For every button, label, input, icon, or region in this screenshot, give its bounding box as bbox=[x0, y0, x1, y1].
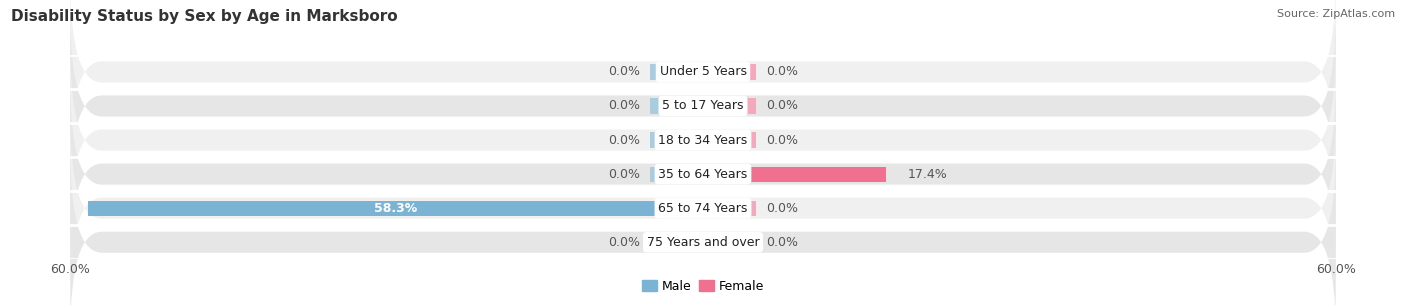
Bar bbox=[650, 235, 703, 250]
Text: 0.0%: 0.0% bbox=[607, 168, 640, 181]
Bar bbox=[650, 167, 703, 182]
FancyBboxPatch shape bbox=[70, 151, 1336, 305]
Text: 5 to 17 Years: 5 to 17 Years bbox=[662, 99, 744, 113]
Bar bbox=[703, 201, 756, 216]
Bar bbox=[650, 64, 703, 80]
Bar bbox=[703, 64, 756, 80]
Bar bbox=[703, 132, 756, 148]
Text: 0.0%: 0.0% bbox=[607, 66, 640, 78]
Bar bbox=[703, 167, 886, 182]
FancyBboxPatch shape bbox=[70, 14, 1336, 198]
Text: 0.0%: 0.0% bbox=[766, 66, 799, 78]
FancyBboxPatch shape bbox=[70, 82, 1336, 266]
Text: Under 5 Years: Under 5 Years bbox=[659, 66, 747, 78]
Bar bbox=[703, 99, 756, 113]
Text: 0.0%: 0.0% bbox=[766, 202, 799, 215]
FancyBboxPatch shape bbox=[70, 0, 1336, 163]
Text: 0.0%: 0.0% bbox=[607, 99, 640, 113]
Bar bbox=[650, 132, 703, 148]
Text: 0.0%: 0.0% bbox=[607, 236, 640, 249]
Text: 0.0%: 0.0% bbox=[766, 134, 799, 146]
FancyBboxPatch shape bbox=[70, 48, 1336, 232]
Text: 75 Years and over: 75 Years and over bbox=[647, 236, 759, 249]
Text: 65 to 74 Years: 65 to 74 Years bbox=[658, 202, 748, 215]
Text: 17.4%: 17.4% bbox=[908, 168, 948, 181]
Text: 58.3%: 58.3% bbox=[374, 202, 418, 215]
Bar bbox=[650, 99, 703, 113]
Text: 18 to 34 Years: 18 to 34 Years bbox=[658, 134, 748, 146]
Text: 0.0%: 0.0% bbox=[607, 134, 640, 146]
Text: 0.0%: 0.0% bbox=[766, 236, 799, 249]
Text: 35 to 64 Years: 35 to 64 Years bbox=[658, 168, 748, 181]
FancyBboxPatch shape bbox=[70, 117, 1336, 300]
Legend: Male, Female: Male, Female bbox=[637, 275, 769, 298]
Text: Disability Status by Sex by Age in Marksboro: Disability Status by Sex by Age in Marks… bbox=[11, 9, 398, 24]
Bar bbox=[703, 235, 756, 250]
Text: Source: ZipAtlas.com: Source: ZipAtlas.com bbox=[1277, 9, 1395, 19]
Bar bbox=[89, 201, 703, 216]
Text: 0.0%: 0.0% bbox=[766, 99, 799, 113]
